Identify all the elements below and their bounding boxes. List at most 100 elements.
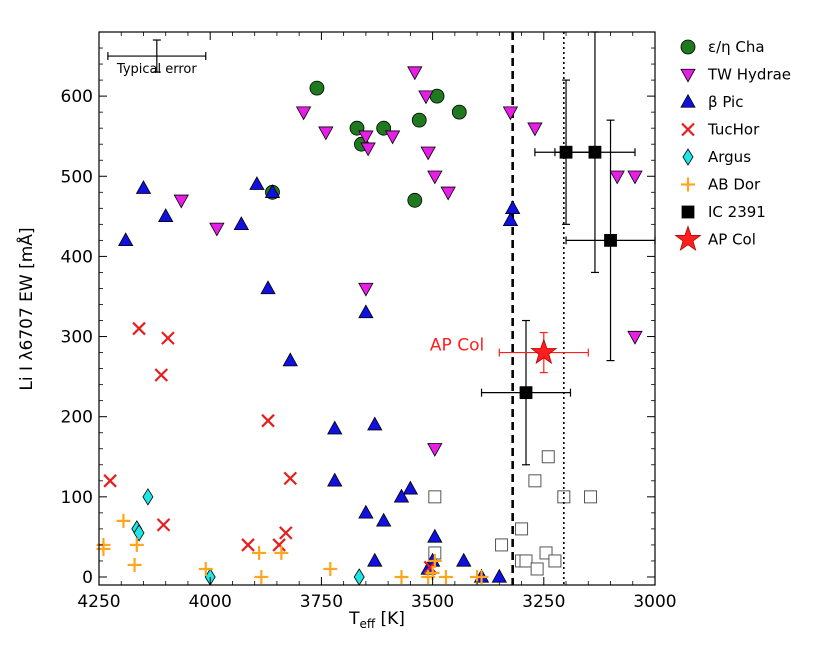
y-tick-label-0: 0: [82, 568, 93, 588]
point-x-5-stroke-b: [283, 471, 298, 486]
plot-frame: [98, 31, 656, 586]
point-circle-7: [451, 104, 467, 120]
point-triangle-up-2: [118, 232, 134, 247]
legend-label-plus: AB Dor: [708, 176, 761, 194]
point-triangle-down-3: [360, 142, 376, 157]
point-plus-2: [116, 513, 131, 528]
point-x-1: [161, 331, 175, 345]
open-square-3: [515, 522, 529, 536]
point-x-8-stroke-b: [156, 518, 171, 532]
point-triangle-up-20: [456, 552, 472, 567]
point-triangle-up-15: [375, 512, 392, 527]
x-axis-label: Teff [K]: [348, 609, 405, 631]
point-triangle-down-0: [295, 106, 312, 121]
legend-label-x: TucHor: [707, 121, 760, 139]
point-x-9: [241, 538, 255, 552]
point-triangle-up-1: [158, 208, 174, 222]
legend-item-circle: ε/η Cha: [680, 38, 765, 56]
point-x-3: [103, 474, 117, 488]
point-triangle-down-8: [427, 170, 443, 185]
point-triangle-up-3: [249, 176, 265, 190]
point-triangle-down-13: [627, 170, 643, 185]
y-tick-label-300: 300: [61, 328, 93, 348]
point-triangle-down-6: [418, 90, 434, 105]
point-square-0: [559, 145, 573, 159]
point-triangle-up-10: [367, 416, 383, 431]
point-triangle-down-10: [502, 106, 519, 121]
legend-label-circle: ε/η Cha: [708, 38, 765, 56]
y-axis-label: Li I λ6707 EW [mÅ]: [15, 227, 37, 390]
x-tick-label-3000: 3000: [633, 592, 676, 612]
x-tick-label-4000: 4000: [189, 592, 232, 612]
x-tick-label-3250: 3250: [522, 592, 565, 612]
point-triangle-up-16: [367, 552, 383, 567]
point-triangle-up-8: [282, 352, 298, 367]
point-triangle-down-4: [384, 130, 401, 145]
point-plus-14: [438, 569, 453, 584]
point-triangle-down-14: [173, 194, 189, 209]
point-x-2: [154, 368, 169, 382]
point-triangle-down-11: [527, 122, 543, 137]
point-x-2-stroke-b: [154, 368, 169, 382]
legend-marker-x: [681, 122, 695, 137]
point-x-4-stroke-b: [261, 413, 275, 428]
point-circle-0: [309, 80, 325, 96]
data-points-layer: [96, 66, 643, 586]
vertical-lines-layer: [511, 32, 565, 585]
legend-item-plus: AB Dor: [681, 176, 761, 194]
point-plus-10: [394, 569, 409, 584]
point-triangle-up-9: [327, 420, 343, 435]
point-triangle-down-16: [358, 282, 374, 297]
legend-item-triangle-down: TW Hydrae: [680, 66, 791, 84]
point-circle-6: [407, 192, 423, 208]
point-star-0: [530, 338, 558, 365]
ap-col-annotation: AP Col: [430, 336, 484, 356]
open-square-5: [519, 554, 533, 568]
typical-error-label: Typical error: [116, 62, 197, 77]
point-triangle-down-15: [209, 222, 225, 237]
x-tick-label-4250: 4250: [77, 592, 120, 612]
y-tick-label-200: 200: [61, 408, 93, 428]
legend-label-triangle-up: β Pic: [708, 93, 743, 111]
point-triangle-down-17: [627, 330, 643, 345]
point-square-1: [588, 145, 602, 159]
point-plus-7: [254, 569, 269, 584]
point-plus-8: [274, 545, 289, 560]
legend-item-x: TucHor: [681, 121, 760, 139]
legend-item-triangle-up: β Pic: [680, 93, 743, 111]
point-triangle-up-4: [264, 184, 281, 198]
point-triangle-down-9: [440, 186, 456, 201]
point-plus-16: [474, 569, 489, 584]
x-tick-label-3500: 3500: [411, 592, 454, 612]
point-triangle-down-12: [609, 170, 625, 185]
legend-marker-square: [681, 205, 695, 219]
point-x-6: [279, 526, 293, 540]
legend-marker-x-stroke-b: [681, 122, 695, 137]
point-triangle-up-24: [504, 200, 521, 214]
legend-marker-star: [674, 225, 702, 252]
open-square-12: [584, 490, 598, 504]
x-axis-label-subscript: eff: [359, 617, 375, 631]
point-triangle-up-17: [427, 528, 443, 543]
point-square-2: [604, 233, 617, 247]
open-square-7: [528, 474, 542, 488]
point-x-8: [156, 518, 171, 532]
point-triangle-up-0: [135, 180, 152, 194]
legend-marker-diamond: [682, 148, 694, 166]
point-triangle-down-7: [420, 146, 436, 161]
point-square-3: [519, 386, 533, 400]
legend-item-diamond: Argus: [682, 148, 751, 166]
point-plus-6: [252, 545, 267, 560]
point-plus-5: [198, 561, 213, 576]
point-plus-9: [323, 561, 338, 576]
legend-marker-triangle-up: [680, 93, 696, 108]
point-triangle-up-14: [358, 504, 374, 519]
point-x-7-stroke-b: [272, 538, 286, 552]
point-triangle-down-2: [358, 130, 374, 145]
legend-label-star: AP Col: [708, 231, 756, 249]
point-circle-4: [411, 112, 427, 128]
legend-label-triangle-down: TW Hydrae: [707, 66, 791, 84]
point-triangle-up-11: [327, 472, 343, 487]
open-square-8: [541, 450, 555, 464]
x-axis-label-main: T: [348, 609, 360, 629]
